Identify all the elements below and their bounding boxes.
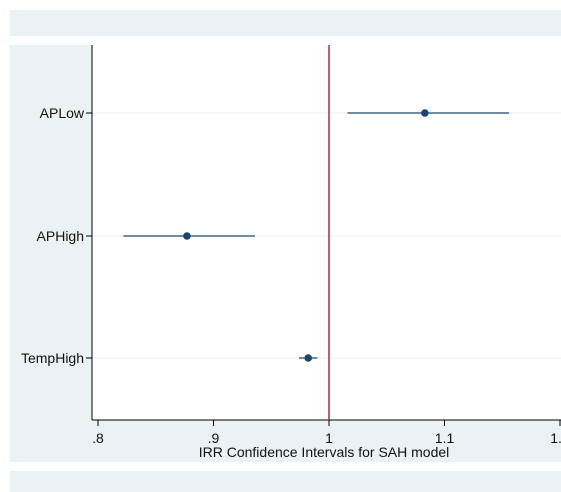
- x-tick-label: .9: [208, 430, 220, 446]
- bottom-band: [10, 471, 561, 492]
- point-estimate-APLow: [421, 109, 429, 117]
- x-tick-label: 1: [325, 430, 333, 446]
- x-tick-label: 1.1: [435, 430, 455, 446]
- point-estimate-APHigh: [183, 232, 191, 240]
- y-ticks: APLow APHigh TempHigh: [21, 105, 92, 366]
- data-marks: [123, 109, 510, 362]
- top-band: [10, 10, 561, 36]
- x-tick-label: .8: [92, 430, 104, 446]
- y-tick-label: APLow: [40, 105, 85, 121]
- y-tick-label: APHigh: [37, 228, 84, 244]
- x-ticks: .8 .9 1 1.1 1.2: [92, 420, 561, 446]
- x-tick-label: 1.2: [550, 430, 561, 446]
- point-estimate-TempHigh: [304, 354, 313, 362]
- plot-area: [92, 45, 561, 420]
- y-tick-label: TempHigh: [21, 350, 84, 366]
- x-axis-title: IRR Confidence Intervals for SAH model: [199, 444, 450, 460]
